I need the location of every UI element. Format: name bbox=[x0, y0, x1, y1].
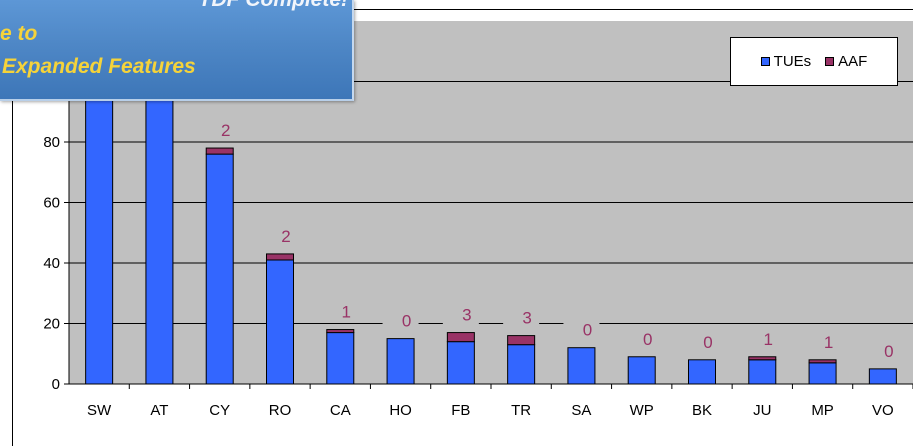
data-label-background bbox=[804, 331, 841, 352]
legend-swatch-aaf bbox=[825, 57, 835, 66]
legend-label-tues: TUEs bbox=[773, 53, 812, 70]
banner-line-2: Expanded Features bbox=[2, 55, 196, 78]
data-label-background bbox=[744, 328, 781, 349]
bar-aaf bbox=[507, 335, 536, 346]
bar-tues bbox=[145, 84, 174, 385]
banner-top-text: TDF Complete! bbox=[199, 0, 348, 12]
bar-aaf bbox=[266, 253, 294, 261]
x-tick-label: CY bbox=[209, 402, 230, 419]
data-label: 1 bbox=[824, 333, 833, 352]
x-tick-label: WP bbox=[630, 402, 654, 419]
bar-tues bbox=[205, 153, 234, 385]
data-label: 1 bbox=[764, 330, 773, 349]
y-tick-label: 80 bbox=[43, 134, 60, 151]
data-label: 3 bbox=[522, 309, 531, 328]
bar-tues bbox=[868, 368, 897, 385]
bar-aaf bbox=[446, 332, 475, 343]
data-label: 2 bbox=[281, 227, 290, 246]
bar-tues bbox=[326, 332, 355, 385]
data-label: 2 bbox=[221, 121, 230, 140]
data-label: 0 bbox=[643, 330, 652, 349]
bar-tues bbox=[386, 338, 415, 385]
banner-line-1: e to bbox=[0, 22, 38, 45]
data-label-background bbox=[623, 328, 660, 349]
x-tick-label: SA bbox=[571, 402, 591, 419]
data-label: 3 bbox=[462, 306, 471, 325]
x-tick-label: TR bbox=[511, 402, 531, 419]
data-label: 0 bbox=[583, 321, 592, 340]
data-label-background bbox=[503, 307, 540, 328]
x-tick-label: VO bbox=[872, 402, 894, 419]
bar-tues bbox=[507, 344, 536, 385]
data-label: 0 bbox=[402, 312, 411, 331]
data-label: 0 bbox=[703, 333, 712, 352]
legend-swatch-tues bbox=[760, 57, 770, 66]
data-label-background bbox=[322, 301, 359, 322]
bar-tues bbox=[266, 259, 294, 385]
bar-tues bbox=[567, 347, 596, 385]
data-label: 0 bbox=[884, 342, 893, 361]
y-tick-label: 40 bbox=[43, 255, 60, 272]
y-tick-label: 20 bbox=[43, 316, 60, 333]
x-tick-label: HO bbox=[389, 402, 412, 419]
y-tick-label: 0 bbox=[52, 376, 60, 393]
data-label-background bbox=[684, 331, 720, 352]
top-border-line bbox=[350, 9, 913, 10]
bar-aaf bbox=[205, 147, 234, 155]
x-tick-label: CA bbox=[330, 402, 351, 419]
data-label-background bbox=[563, 319, 600, 340]
data-label: 1 bbox=[342, 303, 351, 322]
bar-aaf bbox=[748, 356, 777, 361]
legend-item-aaf: AAF bbox=[825, 53, 867, 70]
data-label-background bbox=[201, 120, 238, 141]
legend-label-aaf: AAF bbox=[838, 53, 868, 70]
data-label-background bbox=[382, 310, 419, 331]
bar-aaf bbox=[808, 359, 837, 364]
x-tick-label: SW bbox=[87, 402, 112, 419]
data-label-background bbox=[864, 340, 901, 361]
x-tick-label: BK bbox=[692, 402, 712, 419]
x-tick-label: FB bbox=[451, 402, 470, 419]
x-tick-label: MP bbox=[811, 402, 834, 419]
feature-banner: TDF Complete! e to Expanded Features bbox=[0, 0, 354, 101]
bar-tues bbox=[627, 356, 656, 385]
bar-tues bbox=[748, 359, 777, 385]
bar-tues bbox=[688, 359, 716, 385]
legend-item-tues: TUEs bbox=[760, 53, 812, 70]
bar-aaf bbox=[326, 329, 355, 334]
x-tick-label: JU bbox=[753, 402, 771, 419]
left-border-line bbox=[12, 0, 13, 446]
x-tick-label: AT bbox=[150, 402, 168, 419]
x-tick-label: RO bbox=[269, 402, 292, 419]
chart-legend: TUEs AAF bbox=[730, 37, 898, 86]
data-label-background bbox=[262, 225, 298, 246]
data-label-background bbox=[442, 304, 479, 325]
bar-tues bbox=[808, 362, 837, 385]
y-tick-label: 60 bbox=[43, 195, 60, 212]
bar-tues bbox=[446, 341, 475, 385]
